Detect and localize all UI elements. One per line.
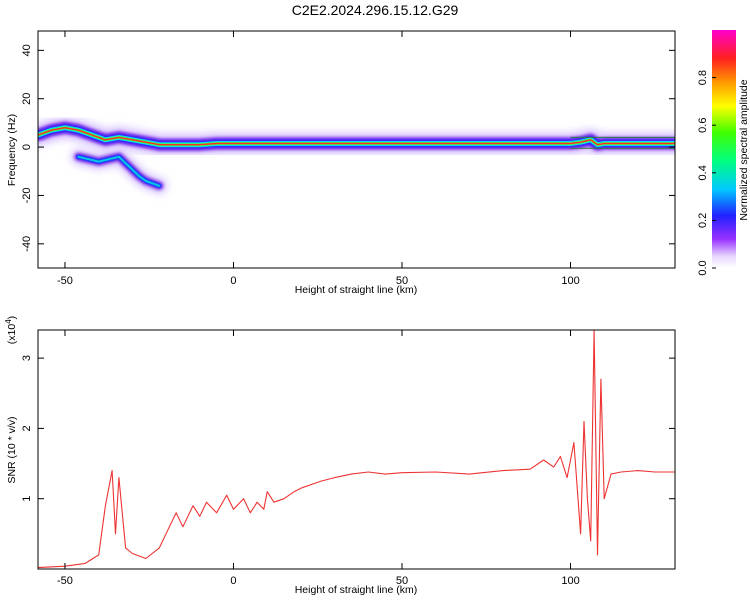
spectrogram-frame [37, 30, 676, 269]
spectrogram-panel: -50 0 50 100 40 20 0 -20 -40 Height of straight … [6, 30, 676, 296]
spectrogram-heatmap [38, 116, 675, 194]
snr-x-tick-label: 0 [230, 575, 236, 587]
spectrogram-y-tick-label: 0 [21, 144, 33, 150]
snr-x-label: Height of straight line (km) [295, 584, 418, 596]
snr-y-tick-label: 3 [21, 355, 33, 361]
snr-x-tick-label: 50 [396, 575, 408, 587]
snr-y-tick-label: 2 [21, 425, 33, 431]
colorbar-tick-label: 0.6 [697, 118, 709, 133]
spectrogram-y-tick-label: 40 [21, 44, 33, 56]
spectrogram-x-tick-label: -50 [57, 275, 73, 287]
spectrogram-x-tick-label: 50 [396, 275, 408, 287]
spectrogram-y-tick-label: -40 [21, 236, 33, 252]
figure-title: C2E2.2024.296.15.12.G29 [292, 2, 459, 18]
snr-x-tick-label: 100 [561, 575, 579, 587]
spectrogram-x-tick-label: 0 [230, 275, 236, 287]
spectrogram-secondary-cyan [77, 155, 161, 187]
colorbar-tick-label: 0.4 [697, 165, 709, 180]
colorbar-tick-label: 0.0 [697, 260, 709, 275]
spectrogram-y-label: Frequency (Hz) [6, 114, 18, 186]
snr-frame [37, 329, 676, 570]
snr-panel: -50 0 50 100 1 2 3 Height of straight line (km… [4, 316, 676, 596]
colorbar-gradient [712, 30, 736, 268]
colorbar-label: Normalized spectral amplitude [738, 79, 750, 220]
spectrogram-x-label: Height of straight line (km) [295, 284, 418, 296]
colorbar-tick-label: 0.8 [697, 70, 709, 85]
snr-y-scale-label: (x104) [4, 316, 18, 344]
spectrogram-y-tick-label: -20 [21, 187, 33, 203]
spectrogram-x-tick-label: 100 [561, 275, 579, 287]
snr-x-tick-label: -50 [57, 575, 73, 587]
snr-y-label: SNR (10 * v/v) [6, 416, 18, 483]
colorbar: 0.0 0.2 0.4 0.6 0.8 Normalized spectral ampl… [697, 30, 750, 276]
spectrogram-ridge-red-core [38, 126, 675, 146]
colorbar-tick-label: 0.2 [697, 213, 709, 228]
snr-y-tick-label: 1 [21, 496, 33, 502]
spectrogram-y-tick-label: 20 [21, 93, 33, 105]
snr-series-line [38, 330, 675, 569]
